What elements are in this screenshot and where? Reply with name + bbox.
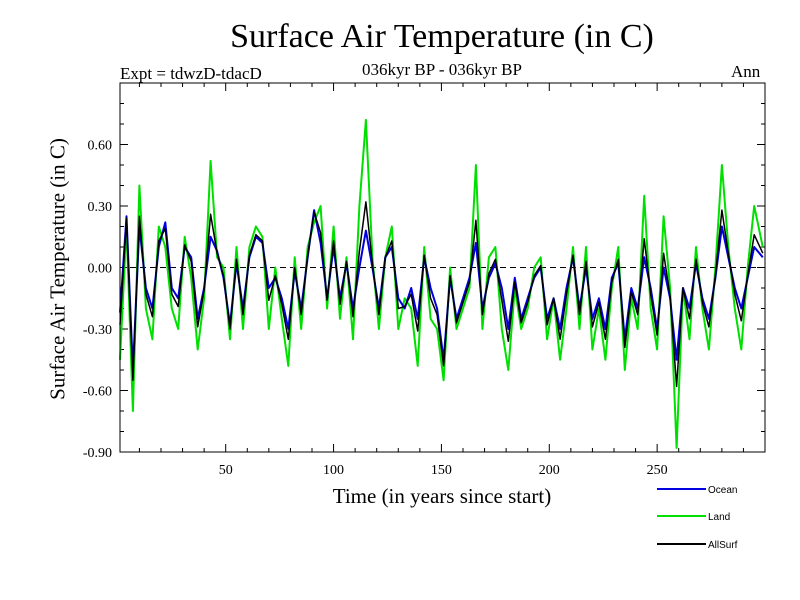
legend: Ocean Land AllSurf bbox=[657, 485, 738, 551]
chart-title: Surface Air Temperature (in C) bbox=[230, 18, 654, 55]
x-tick-label: 150 bbox=[431, 463, 452, 478]
period-label: 036kyr BP - 036kyr BP bbox=[362, 60, 522, 79]
y-tick-label: 0.00 bbox=[88, 262, 113, 277]
y-tick-label: -0.30 bbox=[83, 323, 112, 338]
y-tick-label: 0.30 bbox=[88, 200, 113, 215]
x-tick-label: 50 bbox=[219, 463, 233, 478]
x-tick-label: 200 bbox=[539, 463, 560, 478]
plot-frame bbox=[119, 82, 766, 453]
y-tick-label: 0.60 bbox=[88, 139, 113, 154]
experiment-label: Expt = tdwzD-tdacD bbox=[120, 64, 262, 83]
season-label: Ann bbox=[731, 62, 761, 81]
x-tick-label: 100 bbox=[323, 463, 344, 478]
y-tick-label: -0.60 bbox=[83, 385, 112, 400]
axis-tick-labels: 50 100 150 200 250 -0.90 -0.60 -0.30 0.00 0.30 0.6… bbox=[83, 139, 668, 479]
x-axis-title: Time (in years since start) bbox=[332, 484, 552, 508]
x-tick-label: 250 bbox=[647, 463, 668, 478]
y-tick-label: -0.90 bbox=[83, 446, 112, 461]
legend-label-ocean: Ocean bbox=[708, 485, 737, 496]
series-line-allsurf bbox=[119, 201, 764, 388]
legend-label-allsurf: AllSurf bbox=[708, 540, 738, 551]
legend-label-land: Land bbox=[708, 512, 730, 523]
series-lines bbox=[119, 118, 764, 449]
